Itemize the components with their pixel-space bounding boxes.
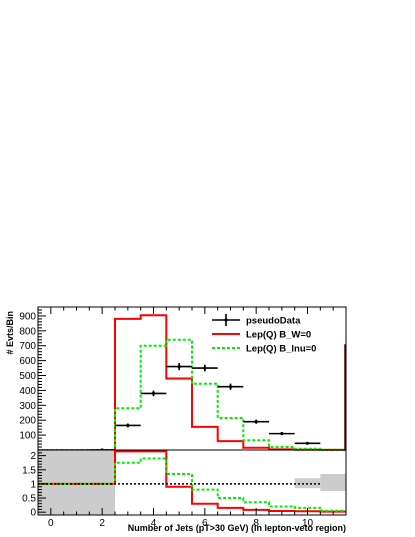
x-tick-label: 0	[48, 518, 54, 529]
ratio-axis-ticks: 0 0.5 1 1.5 2 0 2 4 6 8 10	[22, 451, 347, 529]
data-point	[294, 441, 321, 445]
legend-entry: Lep(Q) B_lnu=0	[212, 344, 316, 355]
data-point-marker	[254, 420, 258, 424]
chart-legend: pseudoData Lep(Q) B_W=0 Lep(Q) B_lnu=0	[212, 314, 316, 355]
legend-entry: pseudoData	[212, 314, 301, 327]
x-tick-label: 6	[202, 518, 208, 529]
data-point	[269, 432, 295, 436]
main-y-axis-title: # Evts/Bin	[5, 311, 15, 355]
y-tick-label: 400	[19, 386, 36, 397]
data-point-marker	[177, 364, 181, 369]
legend-label: Lep(Q) B_lnu=0	[246, 344, 316, 355]
ratio-series-lnu	[38, 457, 346, 512]
uncertainty-band-bin	[320, 474, 346, 491]
data-point-marker	[305, 441, 310, 445]
data-point	[140, 390, 167, 397]
data-point-marker	[228, 385, 233, 389]
data-point-marker	[151, 391, 156, 395]
ratio-series-w	[38, 450, 346, 513]
y-tick-label: 300	[19, 401, 36, 412]
ratio-series-layer	[38, 450, 346, 513]
data-point-marker	[126, 423, 130, 428]
main-series-lnu	[38, 338, 346, 451]
data-point-marker	[280, 432, 284, 436]
uncertainty-band-bin	[38, 450, 115, 515]
ratio-plot-panel: 0 0.5 1 1.5 2 0 2 4 6 8 10 Number of Jets (pT>30 G…	[22, 449, 347, 533]
legend-label: pseudoData	[246, 316, 301, 327]
x-tick-label: 2	[99, 518, 105, 529]
y-tick-label: 500	[19, 371, 36, 382]
data-point	[217, 383, 244, 390]
data-point	[166, 363, 192, 371]
x-tick-label: 8	[253, 518, 259, 529]
legend-label: Lep(Q) B_W=0	[246, 330, 311, 341]
x-tick-label: 4	[151, 518, 157, 529]
ratio-y-tick-label: 1.5	[22, 465, 36, 476]
data-point-marker	[203, 366, 207, 370]
y-tick-label: 600	[19, 356, 36, 367]
legend-swatch-marker	[224, 318, 228, 322]
y-tick-label: 900	[19, 311, 36, 322]
y-tick-label: 100	[19, 431, 36, 442]
legend-entry: Lep(Q) B_W=0	[212, 330, 311, 341]
data-point	[192, 364, 218, 372]
y-tick-label: 800	[19, 326, 36, 337]
main-axis-ticks: 100 200 300 400 500 600 700 800 900	[19, 307, 347, 448]
data-point	[243, 419, 269, 424]
ratio-y-tick-label: 0.5	[22, 494, 36, 505]
y-tick-label: 200	[19, 416, 36, 427]
ratio-y-tick-label: 1	[30, 479, 36, 490]
ratio-y-tick-label: 2	[30, 451, 36, 462]
ratio-y-tick-label: 0	[30, 508, 36, 519]
y-tick-label: 700	[19, 341, 36, 352]
x-axis-title: Number of Jets (pT>30 GeV) (in lepton-ve…	[128, 523, 346, 533]
data-point	[115, 423, 141, 428]
x-tick-label: 10	[302, 518, 314, 529]
